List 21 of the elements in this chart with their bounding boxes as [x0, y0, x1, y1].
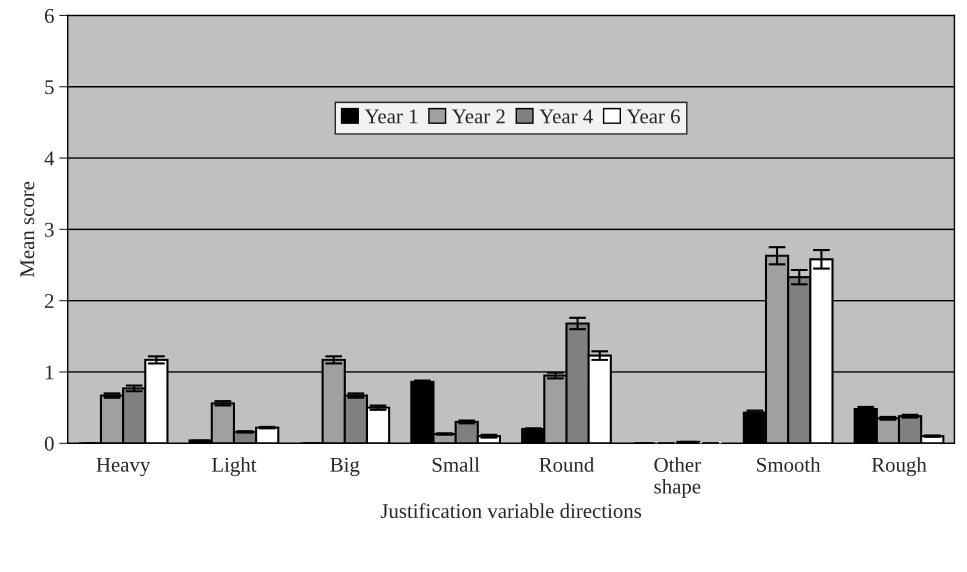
legend-label: Year 4 [539, 109, 593, 124]
x-tick-label: Big [330, 458, 360, 476]
x-tick-label: Smooth [757, 457, 820, 472]
y-tick-label: 5 [45, 80, 54, 94]
y-tick-label: 0 [44, 436, 54, 451]
y-tick-label: 6 [44, 8, 54, 23]
y-axis-title: Mean score [20, 182, 34, 278]
x-tick-label: Round [539, 457, 594, 472]
y-tick-label: 2 [44, 294, 54, 308]
legend-label: Year 1 [364, 109, 418, 124]
x-axis-title: Justification variable directions [380, 503, 642, 518]
x-tick-label: Rough [872, 457, 927, 476]
legend-label: Year 2 [452, 109, 505, 124]
x-tick-label: Light [212, 457, 256, 476]
y-tick-label: 3 [45, 222, 54, 237]
x-tick-label: Other shape [654, 457, 701, 498]
y-tick-label: 1 [46, 365, 54, 380]
x-tick-label: Small [432, 457, 480, 472]
y-tick-label: 4 [44, 152, 54, 166]
x-tick-label: Heavy [96, 458, 150, 476]
legend-label: Year 6 [626, 109, 680, 124]
